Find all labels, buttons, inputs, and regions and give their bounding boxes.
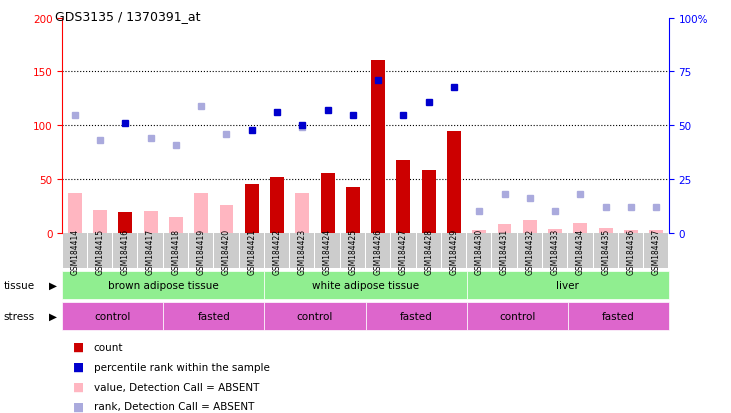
Text: ■: ■ — [73, 400, 84, 413]
Text: ■: ■ — [73, 360, 84, 373]
Bar — [396, 160, 410, 233]
Text: count: count — [94, 342, 123, 352]
Text: GSM184435: GSM184435 — [601, 228, 610, 274]
Text: GSM184430: GSM184430 — [474, 228, 484, 274]
Text: GSM184419: GSM184419 — [197, 228, 205, 274]
Text: GSM184416: GSM184416 — [121, 228, 130, 274]
Text: GSM184418: GSM184418 — [171, 228, 181, 274]
Text: GSM184429: GSM184429 — [450, 228, 458, 274]
Bar — [371, 60, 385, 233]
Text: GSM184414: GSM184414 — [70, 228, 79, 274]
Bar — [219, 205, 233, 233]
Text: ▶: ▶ — [49, 311, 56, 321]
Text: GSM184432: GSM184432 — [526, 228, 534, 274]
Text: fasted: fasted — [400, 311, 433, 321]
Bar — [169, 217, 183, 233]
Text: GSM184436: GSM184436 — [626, 228, 635, 274]
Text: GSM184420: GSM184420 — [222, 228, 231, 274]
Text: value, Detection Call = ABSENT: value, Detection Call = ABSENT — [94, 382, 259, 392]
Bar — [93, 211, 107, 233]
Text: stress: stress — [4, 311, 35, 321]
Text: GSM184428: GSM184428 — [424, 228, 433, 274]
Text: GSM184437: GSM184437 — [652, 228, 661, 274]
Text: GSM184421: GSM184421 — [247, 228, 257, 274]
Text: ■: ■ — [73, 380, 84, 393]
Bar — [548, 229, 562, 233]
Bar — [599, 228, 613, 233]
Bar — [523, 221, 537, 233]
Bar — [649, 230, 663, 233]
Bar — [321, 173, 335, 233]
Text: fasted: fasted — [197, 311, 230, 321]
Text: fasted: fasted — [602, 311, 635, 321]
Text: GSM184427: GSM184427 — [399, 228, 408, 274]
Text: rank, Detection Call = ABSENT: rank, Detection Call = ABSENT — [94, 401, 254, 411]
Bar — [245, 185, 259, 233]
Text: GSM184415: GSM184415 — [96, 228, 105, 274]
Bar — [118, 213, 132, 233]
Bar — [270, 178, 284, 233]
Text: GSM184433: GSM184433 — [550, 228, 560, 274]
Text: GSM184417: GSM184417 — [146, 228, 155, 274]
Bar — [194, 194, 208, 233]
Bar — [68, 194, 82, 233]
Text: white adipose tissue: white adipose tissue — [312, 280, 419, 290]
Text: GSM184425: GSM184425 — [349, 228, 357, 274]
Bar — [447, 131, 461, 233]
Bar — [573, 224, 587, 233]
Text: control: control — [94, 311, 131, 321]
Bar — [624, 230, 638, 233]
Bar — [144, 212, 158, 233]
Text: tissue: tissue — [4, 280, 35, 290]
Text: GSM184422: GSM184422 — [273, 228, 281, 274]
Text: GSM184426: GSM184426 — [374, 228, 382, 274]
Text: percentile rank within the sample: percentile rank within the sample — [94, 362, 270, 372]
Bar — [498, 225, 512, 233]
Text: GSM184431: GSM184431 — [500, 228, 509, 274]
Text: control: control — [499, 311, 535, 321]
Text: GSM184434: GSM184434 — [576, 228, 585, 274]
Text: ▶: ▶ — [49, 280, 56, 290]
Bar — [422, 171, 436, 233]
Text: GDS3135 / 1370391_at: GDS3135 / 1370391_at — [55, 10, 200, 23]
Bar — [295, 194, 309, 233]
Text: GSM184424: GSM184424 — [323, 228, 332, 274]
Text: GSM184423: GSM184423 — [298, 228, 307, 274]
Bar — [346, 187, 360, 233]
Text: control: control — [297, 311, 333, 321]
Text: brown adipose tissue: brown adipose tissue — [108, 280, 219, 290]
Text: ■: ■ — [73, 340, 84, 354]
Bar — [472, 230, 486, 233]
Text: liver: liver — [556, 280, 579, 290]
